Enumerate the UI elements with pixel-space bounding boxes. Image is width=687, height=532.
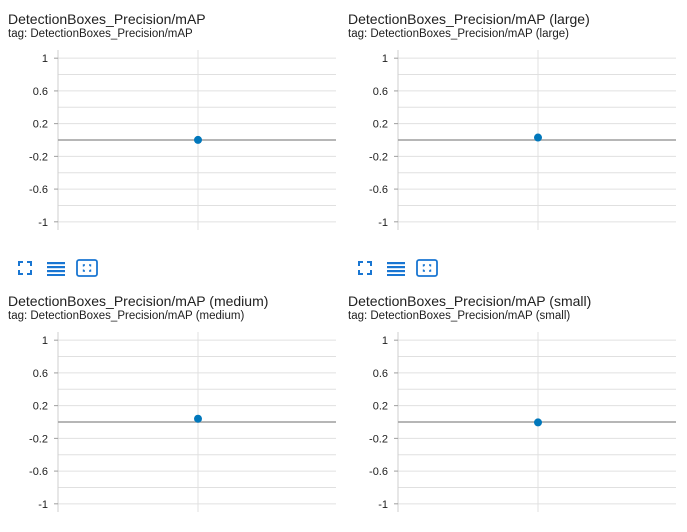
card-title: DetectionBoxes_Precision/mAP (small) — [348, 293, 592, 309]
scalar-card-map-medium: DetectionBoxes_Precision/mAP (medium) ta… — [0, 282, 340, 532]
chart-svg[interactable]: 1 0.6 0.2 -0.2 -0.6 -1 — [0, 0, 340, 250]
y-tick-label: 1 — [42, 53, 48, 65]
fullscreen-icon — [358, 261, 372, 275]
data-point — [534, 418, 542, 427]
y-tick-label: -0.2 — [369, 151, 388, 163]
y-tick-label: 0.6 — [373, 86, 388, 98]
y-tick-label: 1 — [42, 335, 48, 347]
card-tag: tag: DetectionBoxes_Precision/mAP (mediu… — [8, 310, 245, 322]
fit-domain-icon — [76, 259, 98, 277]
y-tick-label: 0.6 — [373, 368, 388, 380]
scalar-card-map-large: DetectionBoxes_Precision/mAP (large) tag… — [340, 0, 680, 250]
card-title: DetectionBoxes_Precision/mAP — [8, 11, 206, 27]
y-tick-label: 0.2 — [373, 119, 388, 131]
y-tick-label: -1 — [378, 499, 388, 511]
y-tick-label: -0.2 — [29, 151, 48, 163]
y-tick-label: -0.2 — [29, 433, 48, 445]
y-tick-label: 0.2 — [33, 401, 48, 413]
y-tick-label: 0.2 — [33, 119, 48, 131]
toggle-log-scale-button[interactable] — [45, 257, 67, 279]
y-tick-label: 1 — [382, 335, 388, 347]
toggle-log-scale-icon — [387, 262, 405, 276]
data-point — [534, 133, 542, 142]
card-tag: tag: DetectionBoxes_Precision/mAP (large… — [348, 28, 569, 40]
y-tick-label: -0.6 — [29, 184, 48, 196]
toggle-log-scale-button[interactable] — [385, 257, 407, 279]
y-tick-label: -1 — [38, 499, 48, 511]
y-tick-label: -0.6 — [369, 466, 388, 478]
chart-svg[interactable]: 1 0.6 0.2 -0.2 -0.6 -1 — [340, 282, 680, 532]
fit-domain-button[interactable] — [76, 257, 98, 279]
fullscreen-icon — [18, 261, 32, 275]
chart-svg[interactable]: 1 0.6 0.2 -0.2 -0.6 -1 — [0, 282, 340, 532]
y-tick-label: 0.6 — [33, 368, 48, 380]
card-title: DetectionBoxes_Precision/mAP (medium) — [8, 293, 269, 309]
chart-toolbar-map — [14, 256, 98, 280]
card-title: DetectionBoxes_Precision/mAP (large) — [348, 11, 590, 27]
chart-svg[interactable]: 1 0.6 0.2 -0.2 -0.6 -1 — [340, 0, 680, 250]
fullscreen-button[interactable] — [354, 257, 376, 279]
y-tick-label: 1 — [382, 53, 388, 65]
scalar-card-map: DetectionBoxes_Precision/mAP tag: Detect… — [0, 0, 340, 250]
chart-toolbar-map-large — [354, 256, 438, 280]
card-tag: tag: DetectionBoxes_Precision/mAP — [8, 28, 193, 40]
y-tick-label: -0.6 — [369, 184, 388, 196]
fullscreen-button[interactable] — [14, 257, 36, 279]
y-tick-label: 0.2 — [373, 401, 388, 413]
y-tick-label: -0.2 — [369, 433, 388, 445]
card-tag: tag: DetectionBoxes_Precision/mAP (small… — [348, 310, 571, 322]
toggle-log-scale-icon — [47, 262, 65, 276]
y-tick-label: -1 — [38, 217, 48, 229]
y-tick-label: -1 — [378, 217, 388, 229]
fit-domain-button[interactable] — [416, 257, 438, 279]
y-tick-label: 0.6 — [33, 86, 48, 98]
scalar-card-map-small: DetectionBoxes_Precision/mAP (small) tag… — [340, 282, 680, 532]
fit-domain-icon — [416, 259, 438, 277]
y-tick-label: -0.6 — [29, 466, 48, 478]
data-point — [194, 414, 202, 423]
data-point — [194, 135, 202, 144]
